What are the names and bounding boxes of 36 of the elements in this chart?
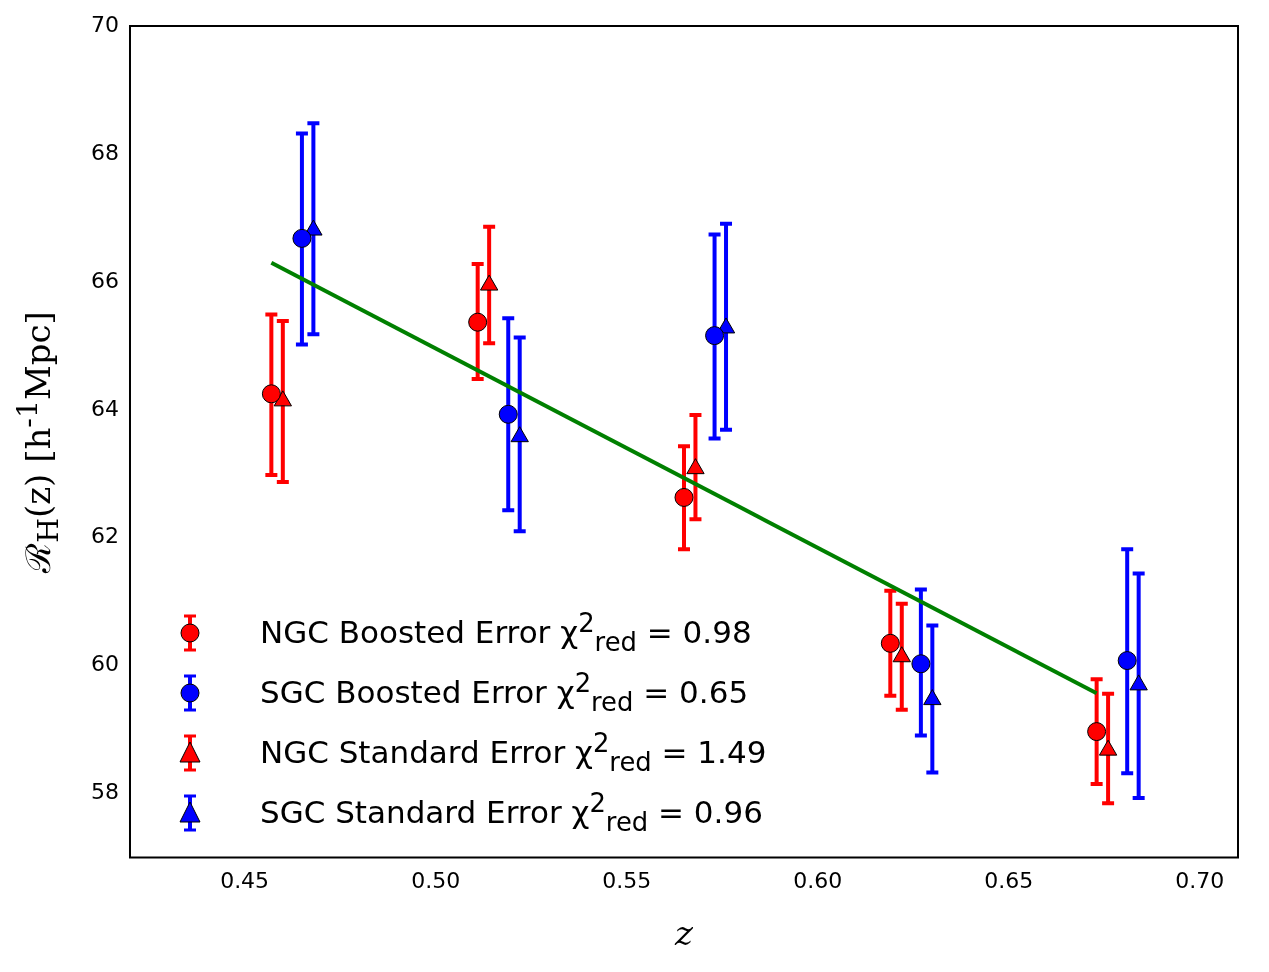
point: [923, 689, 942, 706]
y-tick-label: 62: [90, 523, 119, 549]
y-tick-label: 66: [90, 267, 119, 293]
point: [510, 426, 529, 443]
legend-label: SGC Boosted Error χ$^{2}$$_{red}$ = 0.65: [259, 668, 749, 717]
point: [498, 404, 518, 424]
y-tick-label: 58: [90, 779, 119, 805]
point: [261, 384, 281, 404]
point: [273, 390, 292, 407]
legend-label: SGC Standard Error χ$^{2}$$_{red}$ = 0.96: [259, 788, 763, 837]
y-tick-label: 64: [90, 395, 119, 421]
x-tick-label: 0.60: [793, 867, 843, 893]
x-axis-title: z: [675, 913, 693, 953]
y-tick-label: 60: [90, 651, 119, 677]
point: [880, 633, 900, 653]
legend-label: NGC Standard Error χ$^{2}$$_{red}$ = 1.49: [259, 728, 767, 777]
x-tick-label: 0.65: [984, 867, 1034, 893]
point: [1087, 722, 1107, 742]
point: [911, 654, 931, 674]
point: [674, 487, 694, 507]
point: [1098, 739, 1118, 756]
point: [292, 228, 312, 248]
x-tick-label: 0.70: [1175, 867, 1225, 893]
y-tick-label: 68: [90, 139, 119, 165]
point: [892, 646, 911, 663]
point: [479, 274, 499, 291]
point: [705, 326, 725, 346]
legend-label: NGC Boosted Error χ$^{2}$$_{red}$ = 0.98: [259, 608, 752, 657]
point: [686, 458, 705, 475]
point: [1129, 674, 1148, 691]
x-tick-label: 0.50: [411, 867, 461, 893]
x-tick-label: 0.55: [602, 867, 652, 893]
x-tick-label: 0.45: [220, 867, 270, 893]
point: [1117, 651, 1137, 671]
point: [468, 312, 488, 332]
y-tick-label: 70: [90, 11, 119, 37]
